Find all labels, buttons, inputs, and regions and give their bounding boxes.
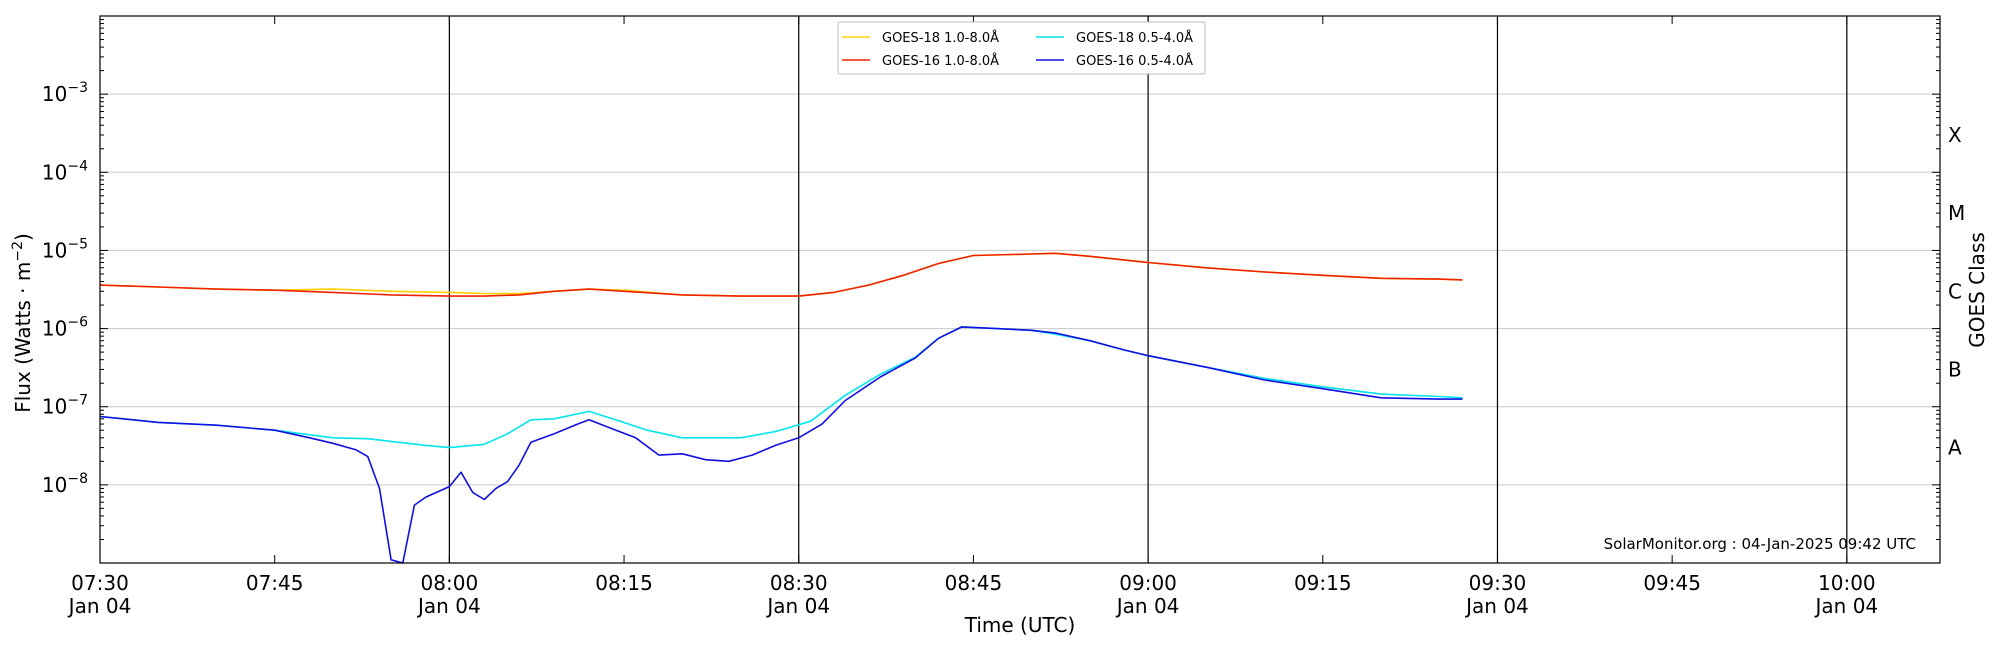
x-tick-label-08:00: 08:00 xyxy=(421,571,479,595)
x-tick-label-09:15: 09:15 xyxy=(1294,571,1352,595)
x-tick-date-09:00: Jan 04 xyxy=(1115,594,1180,618)
credit-text: SolarMonitor.org : 04-Jan-2025 09:42 UTC xyxy=(1604,535,1916,553)
flux-series xyxy=(99,252,1463,564)
series-line-0 xyxy=(99,252,1463,297)
x-tick-label-07:45: 07:45 xyxy=(246,571,304,595)
y-tick-labels: 10−3 10−4 10−5 10−6 10−7 10−8 xyxy=(42,80,88,497)
goes-class-labels: X M C B A xyxy=(1948,123,1965,460)
y-tick-label-1e-3: 10−3 xyxy=(42,80,88,106)
day-boundary-lines xyxy=(448,16,1848,563)
goes-class-X: X xyxy=(1948,123,1962,147)
right-axis-label: GOES Class xyxy=(1965,232,1989,348)
series-line-1 xyxy=(99,252,1463,297)
y-axis-label-exponent: −2 xyxy=(10,241,26,262)
x-tick-label-09:00: 09:00 xyxy=(1119,571,1177,595)
x-tick-date-08:00: Jan 04 xyxy=(416,594,481,618)
x-tick-label-09:45: 09:45 xyxy=(1643,571,1701,595)
y-tick-label-1e-7: 10−7 xyxy=(42,393,88,419)
legend: GOES-18 1.0-8.0Å GOES-16 1.0-8.0Å GOES-1… xyxy=(837,21,1206,75)
x-axis-label: Time (UTC) xyxy=(964,613,1076,637)
series-line-2 xyxy=(99,326,1463,449)
legend-label-goes18-long: GOES-18 1.0-8.0Å xyxy=(882,30,999,46)
legend-box xyxy=(837,21,1206,75)
x-tick-label-08:45: 08:45 xyxy=(945,571,1003,595)
goes-class-C: C xyxy=(1948,279,1962,303)
y-tick-label-1e-8: 10−8 xyxy=(42,471,88,497)
x-tick-label-07:30: 07:30 xyxy=(71,571,129,595)
x-tick-label-08:30: 08:30 xyxy=(770,571,828,595)
y-axis-label-text: Flux (Watts · m xyxy=(11,262,35,413)
gridlines xyxy=(100,93,1940,486)
x-tick-label-08:15: 08:15 xyxy=(595,571,653,595)
legend-label-goes16-short: GOES-16 0.5-4.0Å xyxy=(1076,53,1193,69)
goes-class-A: A xyxy=(1948,436,1962,460)
x-tick-label-09:30: 09:30 xyxy=(1469,571,1527,595)
legend-label-goes18-short: GOES-18 0.5-4.0Å xyxy=(1076,30,1193,46)
y-axis-label-close: ) xyxy=(11,233,35,241)
x-tick-date-10:00: Jan 04 xyxy=(1814,594,1879,618)
goes-class-M: M xyxy=(1948,201,1965,225)
x-tick-date-09:30: Jan 04 xyxy=(1464,594,1529,618)
x-tick-label-10:00: 10:00 xyxy=(1818,571,1876,595)
goes-class-B: B xyxy=(1948,357,1962,381)
axis-ticks xyxy=(99,16,1940,564)
x-tick-date-08:30: Jan 04 xyxy=(765,594,830,618)
series-line-3 xyxy=(99,326,1463,564)
y-tick-label-1e-4: 10−4 xyxy=(42,158,88,184)
x-tick-date-07:30: Jan 04 xyxy=(67,594,132,618)
y-axis-label: Flux (Watts · m−2) xyxy=(10,233,35,413)
plot-frame xyxy=(99,15,1941,564)
legend-label-goes16-long: GOES-16 1.0-8.0Å xyxy=(882,53,999,69)
y-tick-label-1e-6: 10−6 xyxy=(42,315,88,341)
y-tick-label-1e-5: 10−5 xyxy=(42,236,88,262)
